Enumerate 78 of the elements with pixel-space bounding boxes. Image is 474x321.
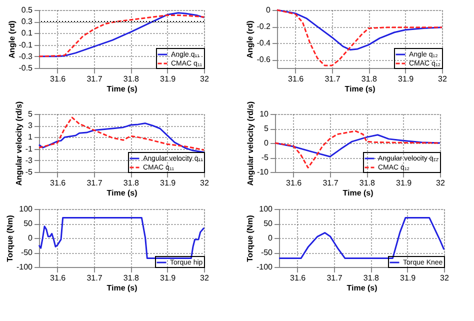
x-tick-label: 32 (200, 178, 210, 188)
y-axis-title: Torque (Nm) (245, 214, 254, 262)
x-tick-label: 31.8 (123, 274, 140, 282)
y-tick-label: -1 (25, 144, 34, 154)
y-tick-label: 5 (264, 124, 270, 133)
line-series (38, 116, 205, 151)
y-axis-title: Angular velocity (rd/s) (246, 100, 255, 186)
y-tick-label: 0 (28, 234, 34, 242)
y-tick-label: -0.3 (18, 52, 34, 61)
line-series (276, 9, 443, 66)
x-tick-label: 32 (438, 74, 448, 84)
y-tick-label: -50 (260, 248, 274, 257)
x-tick-label: 31.7 (322, 178, 339, 188)
x-tick-label: 31.6 (288, 74, 304, 84)
y-tick-label: -5 (25, 168, 34, 176)
line-series (278, 216, 445, 260)
x-tick-label: 31.9 (400, 274, 416, 282)
x-tick-label: 31.7 (86, 74, 103, 84)
x-tick-label: 31.9 (398, 74, 414, 84)
y-axis-title: Angular velocity (rd/s) (14, 100, 24, 186)
y-tick-label: 50 (264, 219, 274, 228)
y-tick-label: 0.1 (21, 28, 34, 38)
y-tick-label: -50 (20, 248, 34, 257)
y-tick-label: -0.6 (256, 55, 272, 64)
x-tick-label: 31.7 (326, 274, 343, 282)
x-tick-label: 31.8 (123, 74, 140, 84)
x-axis-title: Time (s) (342, 188, 374, 198)
y-tick-label: -0.1 (18, 40, 34, 50)
x-tick-label: 32 (440, 274, 450, 282)
x-tick-label: 31.6 (286, 178, 302, 188)
y-tick-label: 1 (28, 132, 34, 142)
y-tick-label: 0 (268, 234, 274, 242)
y-axis-title: Torque (Nm) (5, 214, 14, 262)
y-tick-label: 0.3 (21, 17, 34, 26)
x-tick-label: 32 (200, 274, 210, 282)
x-tick-label: 32 (436, 178, 446, 188)
x-tick-label: 31.8 (123, 178, 140, 188)
x-tick-label: 31.9 (160, 274, 176, 282)
x-tick-label: 31.7 (86, 274, 103, 282)
x-tick-label: 31.8 (359, 178, 376, 188)
y-tick-label: -100 (16, 262, 34, 272)
x-axis-title: Time (s) (344, 84, 376, 94)
y-axis-title: Angle (rd) (246, 20, 255, 58)
y-tick-label: 100 (19, 204, 34, 214)
y-axis-title: Angle (rd) (8, 20, 17, 58)
x-tick-label: 31.8 (361, 74, 378, 84)
y-tick-label: 0.5 (21, 6, 34, 14)
line-series (38, 216, 205, 260)
x-tick-label: 31.7 (86, 178, 103, 188)
y-tick-label: 10 (260, 110, 270, 118)
x-axis-title: Time (s) (106, 188, 138, 198)
x-tick-label: 31.8 (363, 274, 380, 282)
x-axis-title: Time (s) (106, 84, 138, 94)
y-tick-label: -5 (261, 153, 270, 162)
x-axis-title: Time (s) (346, 284, 378, 292)
x-tick-label: 31.9 (160, 74, 176, 84)
y-tick-label: 50 (24, 219, 34, 228)
y-tick-label: 0 (264, 138, 270, 148)
y-tick-label: 5 (28, 110, 34, 118)
y-tick-label: -0.4 (256, 38, 272, 48)
x-tick-label: 31.6 (50, 178, 66, 188)
x-tick-label: 31.9 (396, 178, 412, 188)
y-tick-label: 3 (28, 121, 34, 130)
x-tick-label: 31.6 (50, 274, 66, 282)
x-tick-label: 31.9 (160, 178, 176, 188)
x-tick-label: 32 (200, 74, 210, 84)
y-tick-label: -0.2 (256, 22, 272, 32)
x-tick-label: 31.6 (50, 74, 66, 84)
line-series (38, 122, 205, 154)
y-tick-label: -100 (256, 262, 274, 272)
x-axis-title: Time (s) (106, 284, 138, 292)
x-tick-label: 31.6 (290, 274, 306, 282)
y-tick-label: -0.5 (18, 64, 34, 72)
y-tick-label: 100 (259, 204, 274, 214)
y-tick-label: -10 (256, 168, 270, 176)
x-tick-label: 31.7 (324, 74, 341, 84)
y-tick-label: 0 (266, 6, 272, 14)
y-tick-label: -3 (25, 156, 34, 165)
